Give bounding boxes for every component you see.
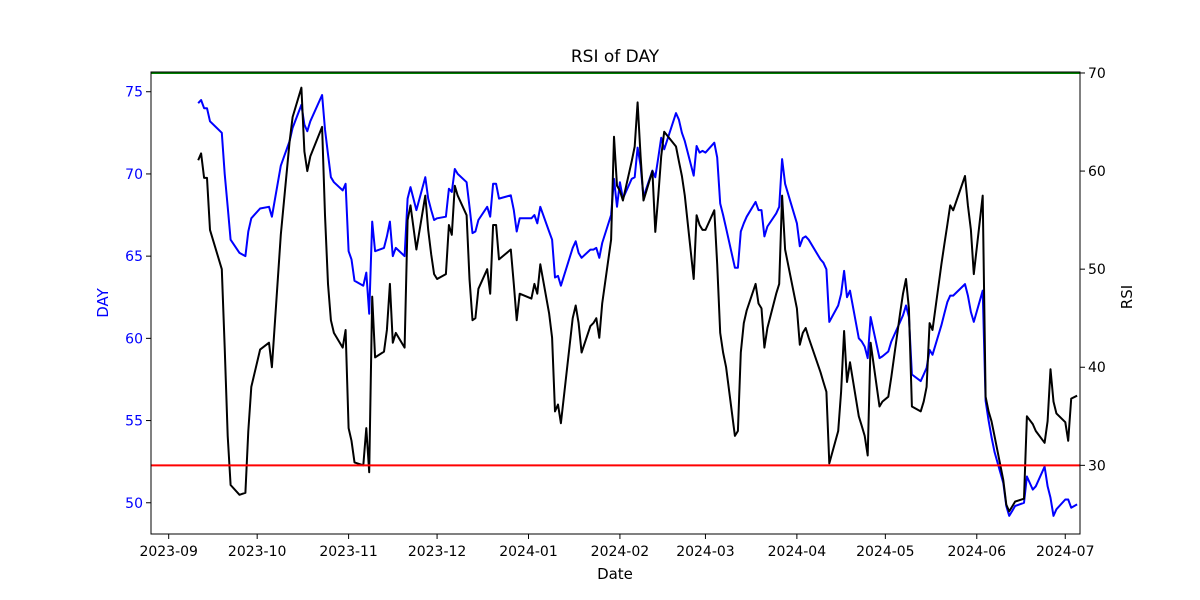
x-tick-label: 2024-01 <box>499 544 558 560</box>
right-y-tick-label: 70 <box>1088 66 1106 82</box>
chart-title: RSI of DAY <box>571 47 660 67</box>
left-y-tick-label: 55 <box>125 414 143 430</box>
x-axis-title: Date <box>597 565 633 583</box>
plot-frame <box>150 71 1081 535</box>
x-axis: 2023-09 2023-10 2023-11 2023-12 2024-01 2024-… <box>139 534 1095 560</box>
x-tick-label: 2024-03 <box>676 544 735 560</box>
left-y-tick-label: 50 <box>125 496 143 512</box>
right-y-tick-label: 50 <box>1088 262 1106 278</box>
x-tick-label: 2024-06 <box>948 544 1007 560</box>
left-y-tick-label: 75 <box>125 85 143 101</box>
left-axis-title: DAY <box>94 287 112 317</box>
right-y-tick-label: 30 <box>1088 458 1106 474</box>
left-y-tick-label: 60 <box>125 331 143 347</box>
right-axis-title: RSI <box>1118 285 1136 309</box>
right-y-tick-label: 60 <box>1088 164 1106 180</box>
rsi-line <box>197 86 1078 513</box>
plot-area <box>151 71 1080 517</box>
left-y-tick-label: 65 <box>125 249 143 265</box>
x-tick-label: 2023-10 <box>228 544 287 560</box>
left-y-axis: 50 55 60 65 70 75 <box>125 85 151 512</box>
x-tick-label: 2023-11 <box>319 544 378 560</box>
x-tick-label: 2024-04 <box>768 544 827 560</box>
x-tick-label: 2024-07 <box>1036 544 1095 560</box>
x-tick-label: 2024-05 <box>856 544 915 560</box>
x-tick-label: 2023-09 <box>139 544 198 560</box>
x-tick-label: 2024-02 <box>591 544 650 560</box>
right-y-tick-label: 40 <box>1088 360 1106 376</box>
right-y-axis: 30 40 50 60 70 <box>1080 66 1106 474</box>
x-tick-label: 2023-12 <box>408 544 467 560</box>
left-y-tick-label: 70 <box>125 167 143 183</box>
